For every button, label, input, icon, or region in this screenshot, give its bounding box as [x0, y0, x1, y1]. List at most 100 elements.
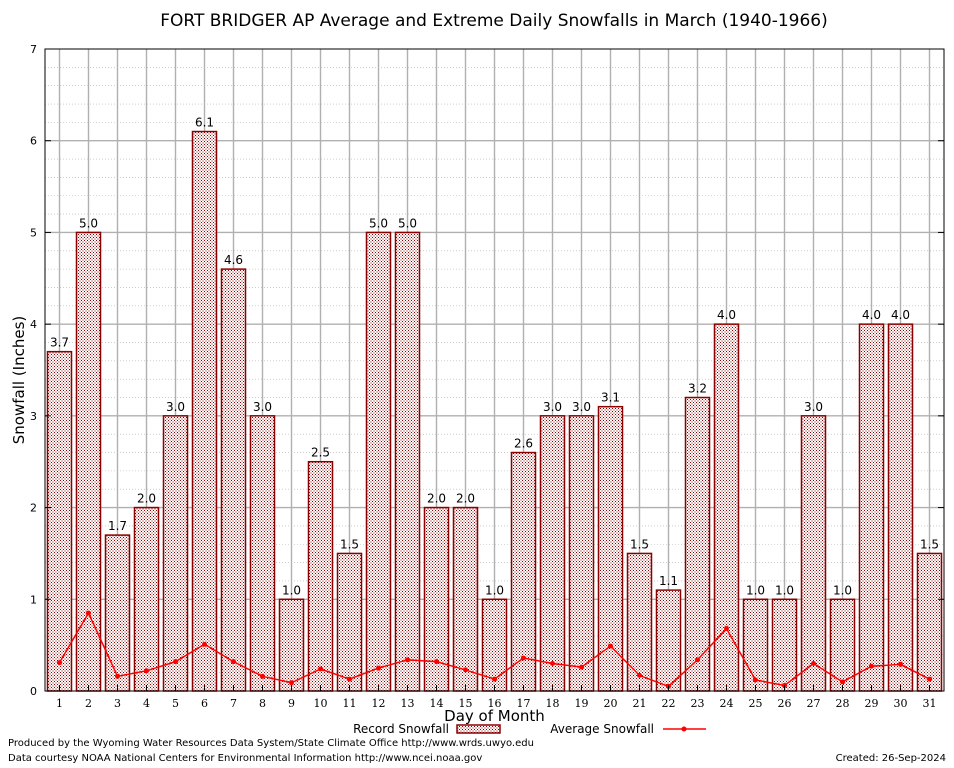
x-axis-label: Day of Month	[444, 707, 545, 725]
record-bar	[713, 323, 740, 692]
x-tick-label: 5	[172, 697, 179, 710]
average-point	[202, 641, 207, 647]
bar-value-label: 1.5	[920, 537, 939, 551]
x-tick-label: 27	[807, 697, 821, 710]
bar-value-label: 4.0	[891, 308, 910, 322]
record-bar	[858, 323, 885, 692]
x-tick-label: 14	[430, 697, 444, 710]
average-point	[550, 660, 555, 666]
bar-value-label: 1.1	[659, 574, 678, 588]
bar-value-label: 3.7	[50, 336, 69, 350]
average-point	[811, 660, 816, 666]
y-axis-ticks: 0 1 2 3 4 5 6 7	[30, 43, 944, 698]
x-tick-label: 18	[546, 697, 560, 710]
bar-value-label: 1.0	[282, 583, 301, 597]
x-tick-label: 4	[143, 697, 150, 710]
average-point	[434, 659, 439, 665]
record-bar	[800, 415, 827, 692]
x-tick-label: 15	[459, 697, 473, 710]
average-point	[927, 676, 932, 682]
bar-value-label: 3.0	[543, 400, 562, 414]
bar-value-label: 2.5	[311, 446, 330, 460]
average-point	[724, 626, 729, 632]
record-bar	[568, 415, 595, 692]
x-tick-label: 9	[288, 697, 295, 710]
bar-value-label: 5.0	[398, 216, 417, 230]
record-bar	[133, 506, 160, 692]
average-point	[840, 679, 845, 685]
average-point	[579, 664, 584, 670]
bar-value-label: 1.5	[340, 537, 359, 551]
record-bar	[249, 415, 276, 692]
record-bar	[307, 460, 334, 692]
x-tick-label: 21	[633, 697, 647, 710]
record-bar	[278, 598, 305, 692]
record-bar	[916, 552, 943, 692]
x-tick-label: 23	[691, 697, 705, 710]
bar-value-label: 2.0	[427, 492, 446, 506]
y-tick-label: 6	[30, 135, 37, 148]
bar-value-label: 6.1	[195, 116, 214, 130]
y-tick-label: 2	[30, 502, 37, 515]
average-point	[57, 660, 62, 666]
x-tick-label: 30	[894, 697, 908, 710]
record-bar	[539, 415, 566, 692]
x-tick-label: 11	[343, 697, 357, 710]
record-bar	[887, 323, 914, 692]
average-point	[637, 672, 642, 678]
x-tick-label: 31	[923, 697, 937, 710]
y-axis-label: Snowfall (Inches)	[10, 316, 28, 444]
x-tick-label: 16	[488, 697, 502, 710]
average-point	[260, 673, 265, 679]
bar-value-label: 3.0	[804, 400, 823, 414]
x-tick-label: 26	[778, 697, 792, 710]
bar-value-label: 5.0	[369, 216, 388, 230]
record-bar	[481, 598, 508, 692]
legend: Record Snowfall Average Snowfall	[353, 722, 706, 736]
x-tick-label: 1	[56, 697, 63, 710]
record-bar	[336, 552, 363, 692]
average-point	[521, 655, 526, 661]
record-bar	[742, 598, 769, 692]
bar-value-label: 1.0	[746, 583, 765, 597]
footer-producer: Produced by the Wyoming Water Resources …	[8, 738, 534, 749]
average-point	[463, 667, 468, 673]
average-point	[608, 643, 613, 649]
x-tick-label: 8	[259, 697, 266, 710]
average-point	[86, 610, 91, 616]
y-tick-label: 7	[30, 43, 37, 56]
x-tick-label: 13	[401, 697, 415, 710]
bar-value-label: 2.0	[456, 492, 475, 506]
average-point	[144, 668, 149, 674]
x-tick-label: 6	[201, 697, 208, 710]
record-bar	[510, 451, 537, 692]
x-tick-label: 7	[230, 697, 237, 710]
bar-value-labels: 3.7 5.0 1.7 2.0 3.0 6.1 4.6 3.0 1.0 2.5 1.5 5.0 5.0 2…	[50, 116, 939, 598]
average-point	[318, 666, 323, 672]
legend-average-marker	[681, 726, 687, 732]
average-point	[405, 657, 410, 663]
record-bar	[394, 231, 421, 692]
legend-record-swatch	[456, 724, 501, 734]
x-tick-label: 19	[575, 697, 589, 710]
average-point	[347, 676, 352, 682]
average-point	[695, 657, 700, 663]
average-point	[115, 673, 120, 679]
bar-value-label: 4.6	[224, 253, 243, 267]
x-tick-label: 29	[865, 697, 879, 710]
bar-value-label: 3.0	[166, 400, 185, 414]
x-tick-label: 12	[372, 697, 386, 710]
x-tick-label: 17	[517, 697, 531, 710]
legend-average-label: Average Snowfall	[550, 722, 654, 736]
average-point	[173, 659, 178, 665]
y-tick-label: 4	[30, 318, 37, 331]
average-point	[492, 676, 497, 682]
bar-value-label: 3.1	[601, 391, 620, 405]
record-bar	[46, 350, 73, 692]
bar-value-label: 3.0	[572, 400, 591, 414]
x-tick-label: 20	[604, 697, 618, 710]
x-tick-label: 22	[662, 697, 676, 710]
x-tick-label: 3	[114, 697, 121, 710]
bar-value-label: 5.0	[79, 216, 98, 230]
